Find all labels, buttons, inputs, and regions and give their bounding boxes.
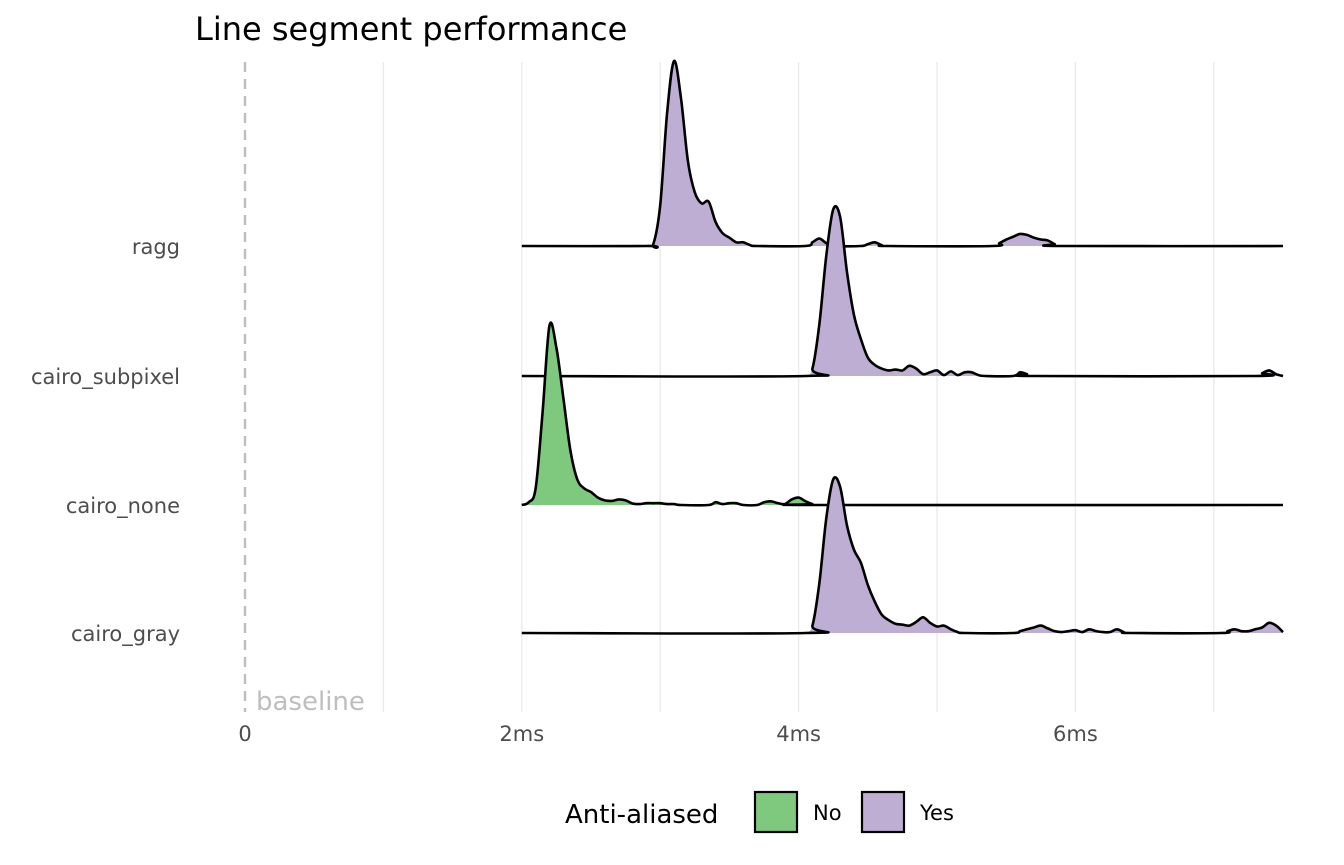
density-ridges — [521, 59, 1284, 635]
ridge-cairo_none — [521, 321, 1284, 507]
ridge-fill-ragg — [653, 60, 1055, 247]
ridge-line-cairo_gray — [521, 476, 1284, 635]
y-tick-label: cairo_gray — [71, 622, 180, 647]
y-axis-labels: ragg cairo_subpixel cairo_none cairo_gray — [31, 235, 180, 647]
ridge-cairo_gray — [521, 476, 1284, 635]
ridge-line-cairo_none — [521, 321, 1284, 507]
x-tick-label: 4ms — [776, 722, 821, 746]
ridge-line-cairo_subpixel — [521, 204, 1284, 378]
legend-key-yes — [860, 790, 906, 834]
x-tick-label: 2ms — [499, 722, 544, 746]
legend: Anti-aliased No Yes — [565, 790, 954, 834]
ridge-fill-cairo_none — [521, 322, 806, 506]
legend-label-yes: Yes — [919, 801, 954, 825]
x-axis-labels: 0 2ms 4ms 6ms — [238, 722, 1097, 746]
y-tick-label: cairo_none — [66, 494, 180, 519]
ridge-cairo_subpixel — [521, 204, 1284, 378]
x-tick-label: 0 — [238, 722, 251, 746]
ridge-fill-cairo_subpixel — [805, 206, 1283, 377]
ridge-ragg — [521, 59, 1284, 249]
ridge-line-ragg — [521, 59, 1284, 249]
ridge-fill-cairo_gray — [805, 477, 1283, 634]
x-tick-label: 6ms — [1053, 722, 1098, 746]
legend-label-no: No — [813, 801, 842, 825]
baseline-marker: baseline — [243, 62, 365, 717]
y-tick-label: ragg — [132, 235, 180, 259]
y-tick-label: cairo_subpixel — [31, 365, 180, 390]
legend-title: Anti-aliased — [565, 800, 718, 830]
legend-key-no — [753, 790, 799, 834]
baseline-label: baseline — [256, 687, 365, 717]
grid-lines — [382, 62, 1215, 712]
chart-title: Line segment performance — [195, 10, 627, 48]
